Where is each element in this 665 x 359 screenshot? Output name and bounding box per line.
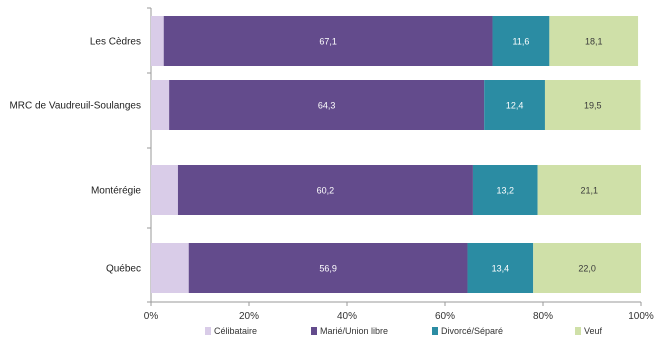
category-label: Les Cèdres [90,37,141,48]
bar-segment-marie-union-libre [188,243,468,293]
data-label-marie-union-libre: 56,9 [319,264,337,274]
legend-swatch-veuf [575,327,581,335]
bar-segment-celibataire [151,80,170,130]
legend-swatch-marie-union-libre [311,327,317,335]
data-label-divorce-separe: 13,2 [497,186,515,196]
data-label-veuf: 19,5 [584,101,602,111]
legend-label-veuf: Veuf [584,326,603,336]
x-tick-label: 60% [435,311,455,322]
bar-segment-divorce-separe [467,243,534,293]
bar-segment-veuf [537,165,641,215]
bar-segment-celibataire [151,16,164,66]
data-label-marie-union-libre: 67,1 [319,37,337,47]
x-tick-label: 0% [144,311,159,322]
data-label-divorce-separe: 12,4 [506,101,524,111]
legend-label-divorce-separe: Divorcé/Séparé [441,326,503,336]
x-tick-label: 40% [337,311,357,322]
bar-segment-celibataire [151,243,189,293]
category-label: Québec [106,264,141,275]
category-label: MRC de Vaudreuil-Soulanges [9,101,141,112]
category-label: Montérégie [91,186,141,197]
bar-segment-veuf [544,80,641,130]
data-label-veuf: 18,1 [585,37,603,47]
bar-segment-veuf [549,16,639,66]
data-label-divorce-separe: 11,6 [513,37,530,47]
legend-swatch-celibataire [205,327,211,335]
bar-segment-marie-union-libre [163,16,493,66]
bar-segment-divorce-separe [492,16,550,66]
bar-segment-divorce-separe [484,80,545,130]
x-tick-label: 20% [239,311,259,322]
legend-label-marie-union-libre: Marié/Union libre [320,326,388,336]
legend-swatch-divorce-separe [432,327,438,335]
bar-segment-celibataire [151,165,178,215]
x-tick-label: 100% [628,311,654,322]
data-label-marie-union-libre: 64,3 [318,101,336,111]
bar-segment-veuf [533,243,641,293]
data-label-veuf: 21,1 [581,186,599,196]
data-label-divorce-separe: 13,4 [492,264,510,274]
legend-label-celibataire: Célibataire [214,326,257,336]
data-label-veuf: 22,0 [578,264,596,274]
x-tick-label: 80% [533,311,553,322]
data-label-marie-union-libre: 60,2 [317,186,335,196]
bar-segment-marie-union-libre [169,80,485,130]
bar-segment-divorce-separe [472,165,538,215]
bar-segment-marie-union-libre [177,165,473,215]
